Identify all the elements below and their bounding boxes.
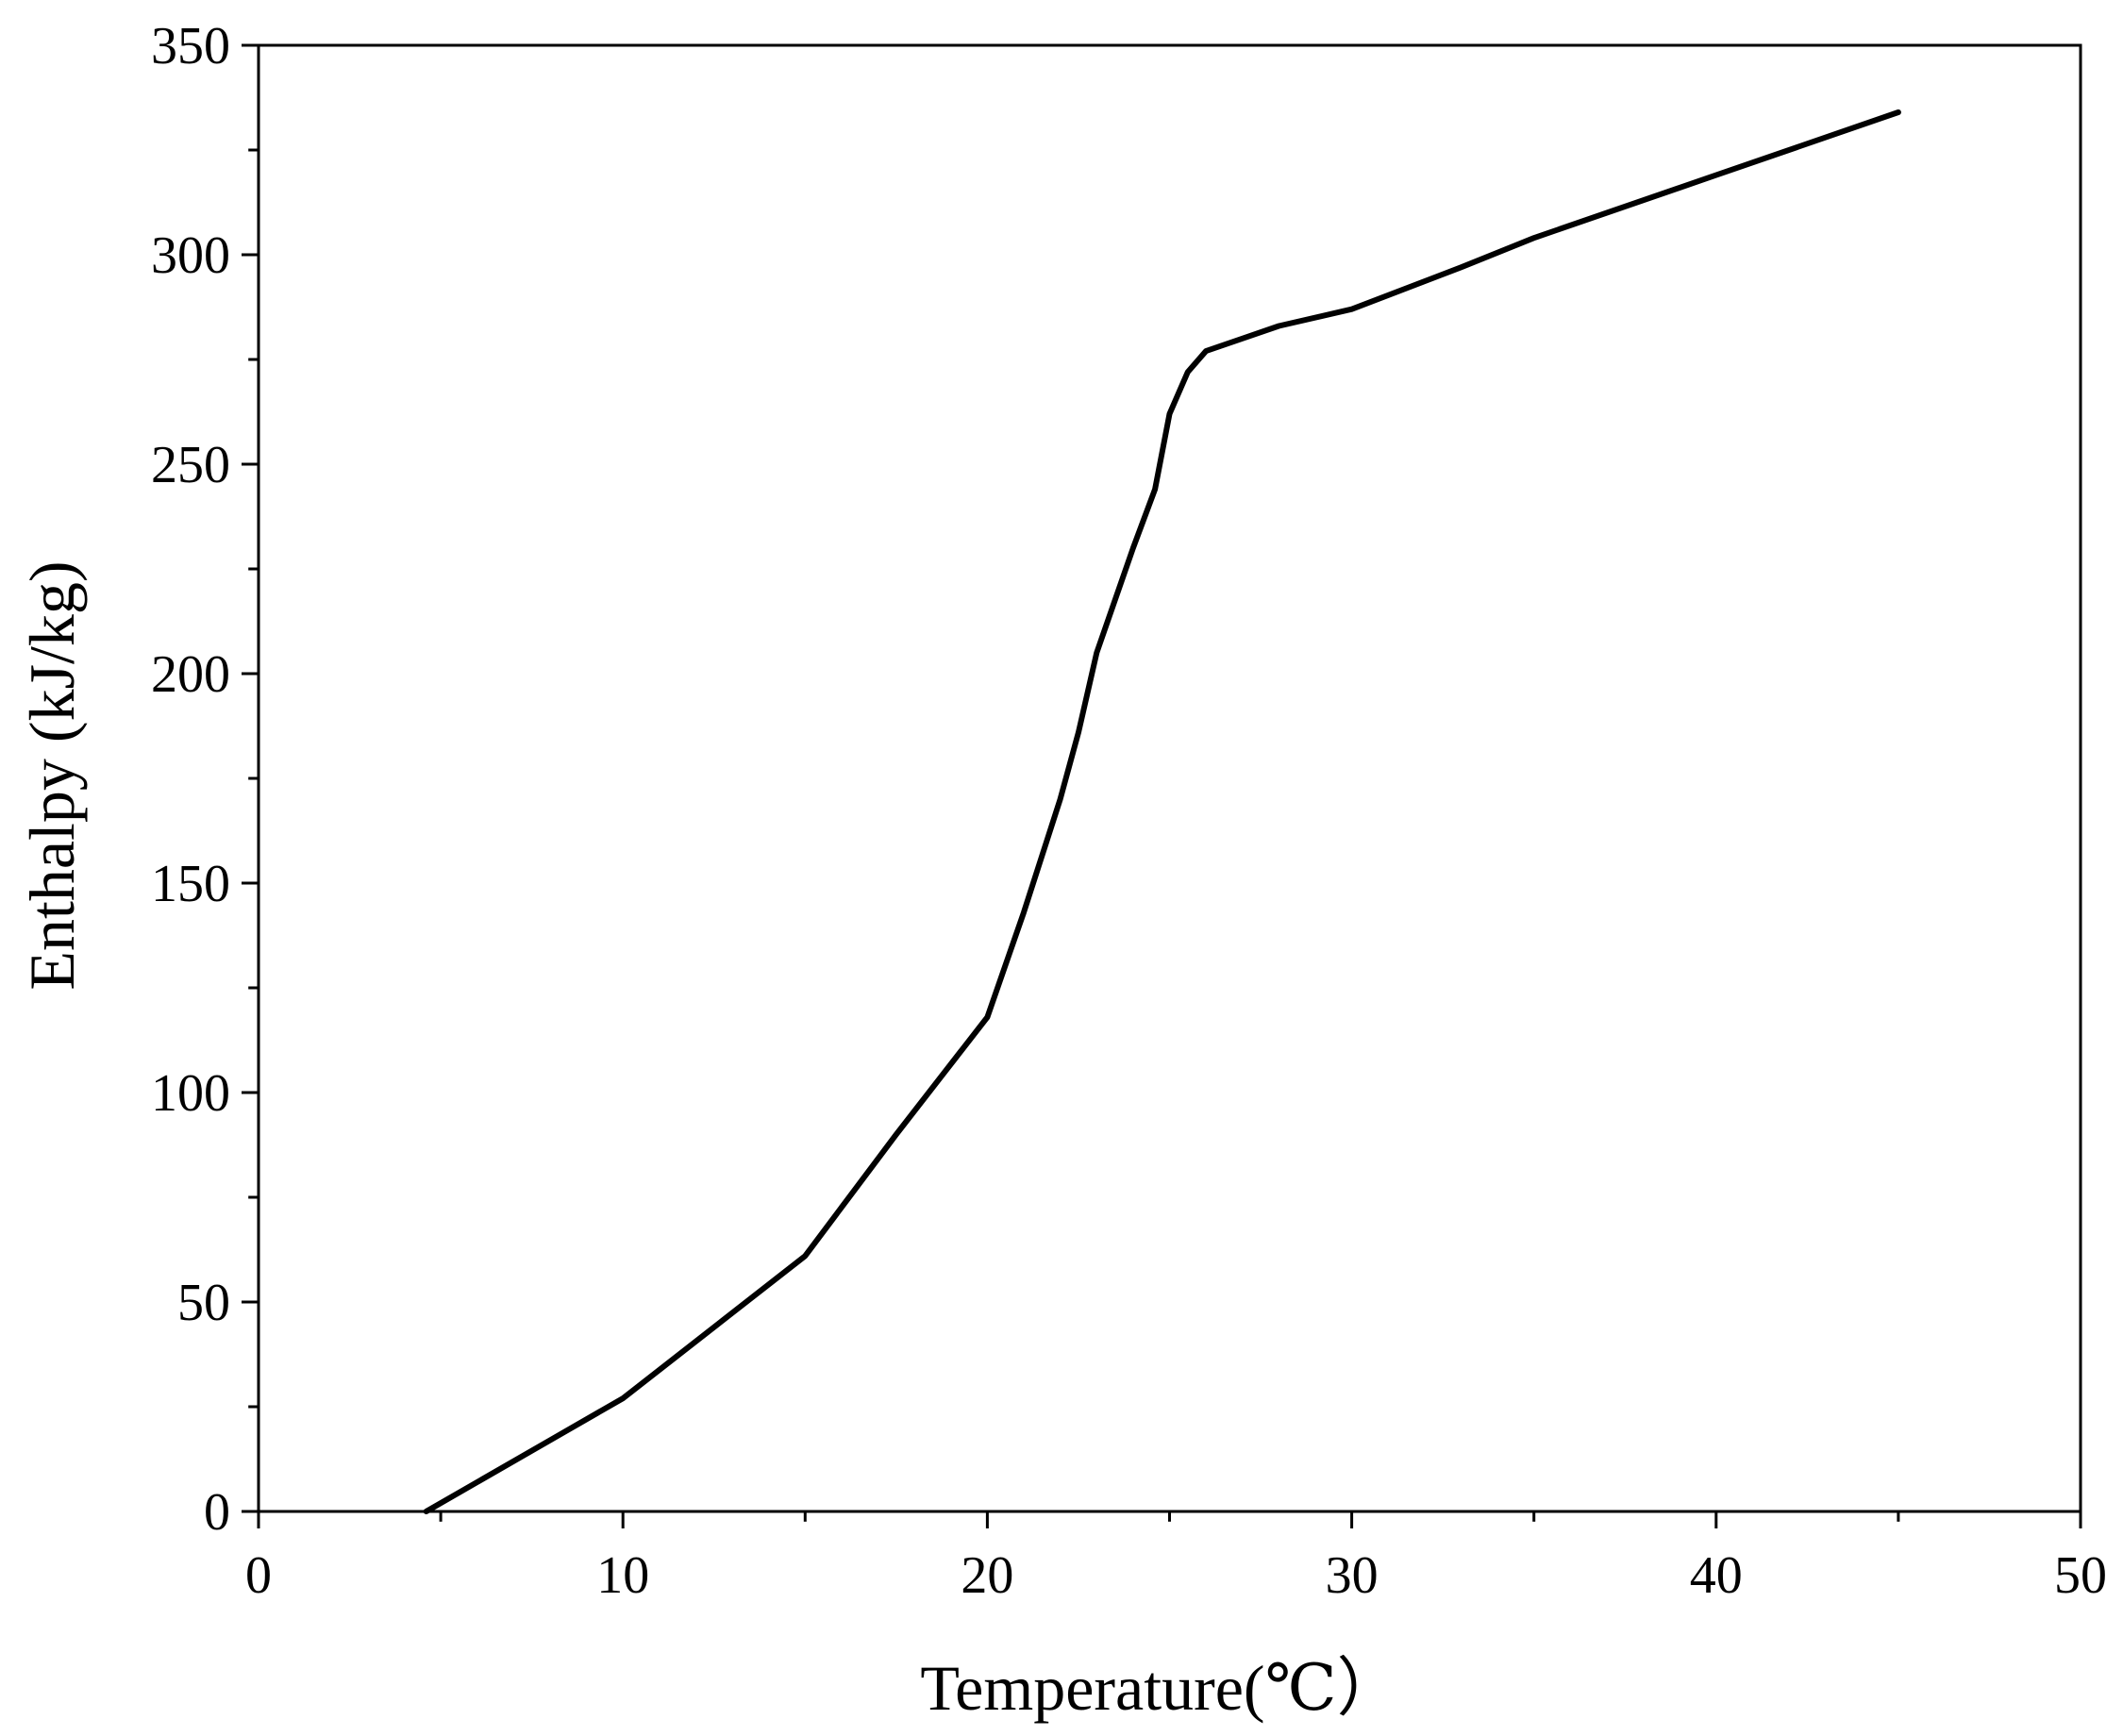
series [423,109,1901,1514]
tick-marks [242,43,2082,1528]
y-tick-label: 200 [151,645,230,704]
x-tick-labels: 0 10 20 30 40 50 [245,1546,2107,1605]
y-tick-label: 0 [204,1483,230,1542]
x-tick-label: 0 [245,1546,272,1605]
x-tick-label: 10 [596,1546,649,1605]
x-tick-label: 50 [2054,1546,2107,1605]
x-axis-title: Temperature(℃） [920,1652,1400,1724]
y-tick-label: 300 [151,226,230,285]
x-tick-label: 20 [961,1546,1013,1605]
y-tick-label: 100 [151,1064,230,1123]
y-tick-label: 150 [151,855,230,913]
x-tick-label: 40 [1690,1546,1743,1605]
x-tick-label: 30 [1326,1546,1379,1605]
series-line-0 [423,109,1901,1514]
y-tick-label: 250 [151,436,230,494]
y-tick-label: 50 [177,1274,230,1332]
y-tick-label: 350 [151,17,230,75]
y-axis-title: Enthalpy (kJ/kg) [16,560,88,990]
y-tick-labels: 0 50 100 150 200 250 300 350 [151,17,230,1542]
